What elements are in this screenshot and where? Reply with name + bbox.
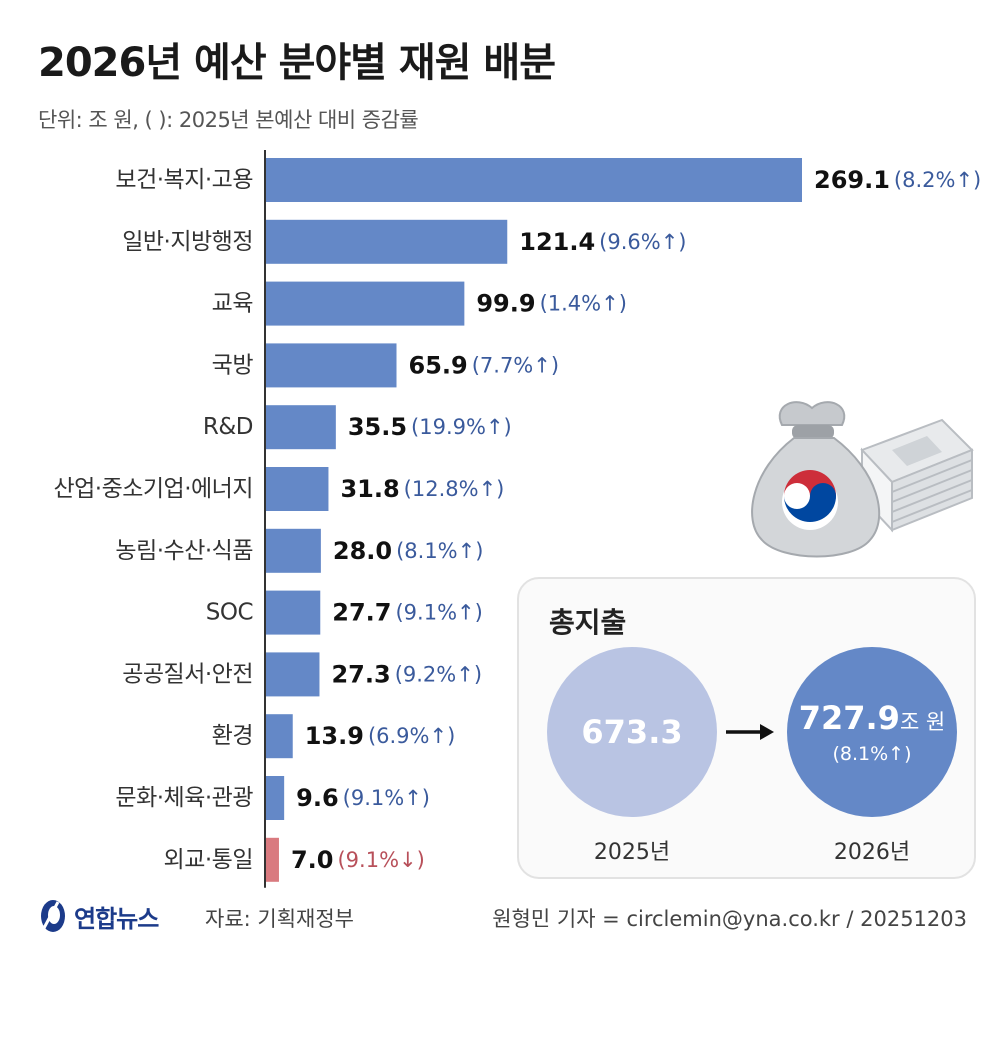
logo-text: 연합뉴스 [74, 904, 159, 933]
total-2025-value: 673.3 [581, 713, 683, 751]
bar [265, 281, 465, 326]
total-2026-value: 727.9 [798, 699, 900, 737]
value-label: 13.9 [305, 722, 364, 750]
category-label: 문화·체육·관광 [115, 785, 253, 811]
category-label: 공공질서·안전 [122, 661, 253, 687]
value-label: 65.9 [409, 351, 468, 379]
value-label: 9.6 [296, 784, 339, 812]
change-label: (12.8%↑) [404, 477, 505, 501]
circle-2025: 673.3 [547, 647, 717, 817]
change-label: (9.2%↑) [395, 662, 482, 686]
value-label: 28.0 [333, 537, 392, 565]
change-label: (1.4%↑) [540, 292, 627, 316]
bar [265, 467, 329, 511]
change-label: (9.1%↑) [395, 601, 482, 625]
year-2025-label: 2025년 [593, 840, 671, 865]
bar [265, 405, 336, 450]
yonhap-logo: 연합뉴스 [38, 898, 159, 934]
category-label: SOC [206, 600, 253, 626]
unit-note: 단위: 조 원, ( ): 2025년 본예산 대비 증감률 [38, 108, 419, 132]
value-label: 27.3 [331, 660, 390, 688]
category-label: R&D [203, 414, 253, 440]
value-label: 99.9 [476, 290, 535, 318]
value-label: 269.1 [814, 166, 890, 194]
change-label: (6.9%↑) [368, 724, 455, 748]
value-label: 7.0 [291, 846, 334, 874]
value-label: 121.4 [519, 228, 595, 256]
circle-2026: 727.9조 원 (8.1%↑) [787, 647, 957, 817]
source-note: 자료: 기획재정부 [205, 907, 354, 931]
total-title: 총지출 [549, 606, 627, 639]
bag-icon [751, 401, 881, 558]
category-label: 산업·중소기업·에너지 [53, 476, 253, 502]
value-label: 31.8 [340, 475, 399, 503]
bar [265, 652, 320, 697]
yonhap-logo-icon [41, 900, 65, 932]
bar [265, 714, 293, 759]
category-label: 보건·복지·고용 [115, 167, 253, 193]
bar [265, 590, 321, 635]
year-2026-label: 2026년 [833, 840, 911, 865]
arrow-right-icon [726, 724, 774, 740]
category-label: 일반·지방행정 [122, 229, 253, 255]
bar [265, 837, 279, 882]
change-label: (9.6%↑) [599, 230, 686, 254]
category-label: 국방 [212, 352, 254, 378]
category-label: 외교·통일 [164, 847, 253, 873]
change-label: (9.1%↓) [337, 848, 424, 872]
money-bag-icon [751, 401, 974, 558]
change-label: (19.9%↑) [411, 415, 512, 439]
change-label: (8.2%↑) [894, 168, 981, 192]
category-label: 환경 [212, 723, 253, 749]
total-spending-panel: 총지출 673.3 727.9조 원 (8.1%↑) 2025년 2026년 [517, 577, 976, 879]
bar [265, 776, 285, 820]
value-label: 35.5 [348, 413, 407, 441]
total-2026-change: (8.1%↑) [832, 743, 912, 765]
category-label: 농림·수산·식품 [115, 538, 253, 564]
change-label: (8.1%↑) [396, 539, 483, 563]
bar [265, 528, 321, 573]
page-title: 2026년 예산 분야별 재원 배분 [38, 40, 556, 86]
total-2026-unit: 조 원 [899, 710, 946, 734]
change-label: (9.1%↑) [343, 786, 430, 810]
banknote-stack-icon [860, 418, 974, 533]
value-label: 27.7 [332, 599, 391, 627]
bar [265, 158, 802, 202]
category-label: 교육 [212, 291, 253, 317]
bar [265, 219, 508, 264]
bar-chart: 보건·복지·고용 269.1 (8.2%↑) 일반·지방행정 121.4 (9.6%↑) 교… [53, 150, 981, 888]
change-label: (7.7%↑) [472, 353, 559, 377]
bar [265, 343, 397, 388]
credit-note: 원형민 기자 = circlemin@yna.co.kr / 20251203 [492, 907, 967, 931]
